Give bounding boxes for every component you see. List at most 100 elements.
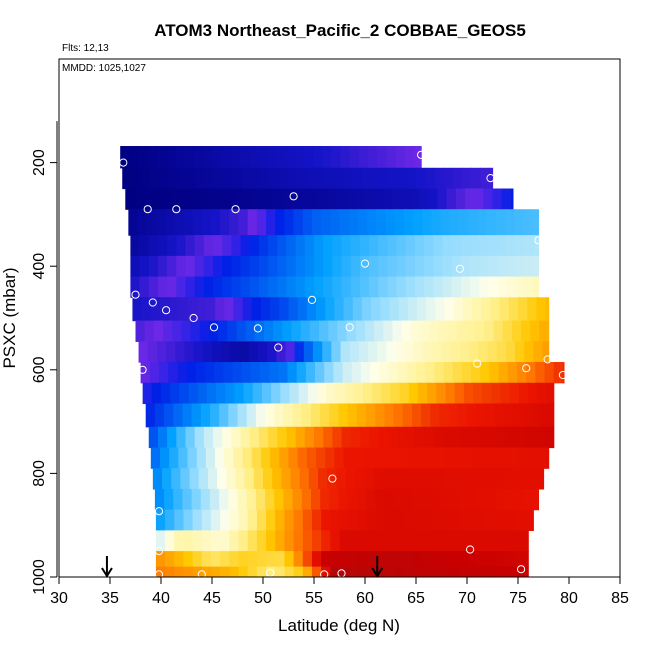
curtain-cell — [187, 297, 198, 322]
curtain-cell — [430, 488, 441, 511]
curtain-cell — [147, 341, 158, 363]
curtain-cell — [358, 341, 369, 363]
curtain-cell — [195, 167, 206, 190]
curtain-cell — [442, 235, 453, 257]
curtain-cell — [477, 509, 487, 531]
curtain-cell — [495, 530, 506, 552]
curtain-cell — [406, 167, 417, 190]
curtain-cell — [350, 255, 361, 278]
curtain-cell — [481, 447, 492, 469]
curtain-cell — [174, 209, 185, 236]
curtain-cell — [163, 320, 173, 342]
curtain-cell — [522, 488, 532, 511]
curtain-cell — [384, 488, 395, 511]
curtain-cell — [319, 320, 329, 342]
curtain-cell — [479, 426, 490, 449]
curtain-cell — [258, 255, 269, 278]
curtain-cell — [152, 468, 163, 490]
curtain-cell — [315, 167, 325, 190]
curtain-cell — [482, 382, 493, 405]
curtain-cell — [329, 403, 340, 428]
curtain-cell — [368, 146, 378, 169]
curtain-cell — [150, 297, 161, 322]
curtain-cell — [199, 320, 210, 342]
curtain-cell — [303, 341, 314, 363]
curtain-cell — [448, 488, 459, 511]
curtain-cell — [530, 320, 541, 342]
curtain-cell — [210, 551, 221, 568]
curtain-cell — [128, 209, 139, 236]
curtain-cell — [195, 362, 206, 384]
curtain-cell — [252, 382, 263, 405]
curtain-cell — [428, 468, 439, 490]
curtain-cell — [316, 297, 326, 322]
x-axis: 30 35 40 45 50 55 60 65 70 75 80 85 — [50, 577, 629, 607]
curtain-cell — [259, 362, 270, 384]
curtain-cell — [301, 403, 312, 428]
curtain-cell — [232, 167, 243, 190]
curtain-cell — [393, 488, 404, 511]
curtain-cell — [439, 403, 450, 428]
curtain-cell — [419, 188, 429, 210]
curtain-cell — [411, 403, 422, 428]
curtain-cell — [230, 146, 241, 169]
curtain-cell — [286, 426, 297, 449]
curtain-cell — [401, 320, 412, 342]
curtain-cell — [346, 320, 357, 342]
curtain-cell — [332, 426, 343, 449]
curtain-cell — [269, 167, 279, 190]
curtain-cell — [403, 209, 414, 236]
curtain-cell — [486, 566, 497, 577]
curtain-cell — [214, 362, 224, 384]
curtain-cell — [460, 235, 471, 257]
curtain-cell — [173, 403, 184, 428]
curtain-cell — [186, 167, 197, 190]
sample-point — [138, 365, 147, 374]
curtain-cell — [397, 362, 408, 384]
curtain-cell — [297, 297, 308, 322]
curtain-cell — [537, 382, 548, 405]
curtain-cell — [515, 235, 526, 257]
curtain-cell — [486, 551, 497, 568]
curtain-cell — [293, 209, 304, 236]
curtain-cell — [396, 426, 407, 449]
sample-point — [274, 343, 283, 352]
curtain-cell — [488, 235, 499, 257]
curtain-cell — [353, 382, 364, 405]
curtain-cell — [229, 509, 240, 531]
curtain-cell — [233, 447, 244, 469]
curtain-cell — [194, 276, 205, 298]
curtain-cell — [198, 188, 209, 210]
curtain-cell — [467, 403, 477, 428]
curtain-cell — [327, 468, 338, 490]
curtain-cell — [534, 255, 539, 278]
curtain-cell — [420, 320, 430, 342]
curtain-cell — [359, 255, 370, 278]
curtain-cell — [341, 235, 352, 257]
curtain-cell — [321, 209, 331, 236]
curtain-cell — [525, 276, 535, 298]
curtain-cell — [419, 468, 429, 490]
curtain-cell — [423, 341, 433, 363]
curtain-cell — [389, 447, 400, 469]
curtain-cell — [506, 255, 517, 278]
curtain-cell — [165, 209, 175, 236]
curtain-cell — [257, 341, 268, 363]
curtain-cell — [139, 235, 150, 257]
curtain-cell — [504, 530, 515, 552]
curtain-cell — [237, 403, 248, 428]
x-tick-label: 60 — [356, 590, 374, 607]
curtain-cell — [157, 255, 168, 278]
curtain-cell — [360, 167, 371, 190]
curtain-cell — [438, 320, 449, 342]
curtain-cell — [462, 297, 473, 322]
curtain-cell — [296, 362, 307, 384]
curtain-cell — [219, 488, 229, 511]
curtain-cell — [513, 530, 524, 552]
curtain-cell — [412, 551, 423, 568]
curtain-cell — [361, 297, 372, 322]
curtain-cell — [481, 297, 492, 322]
dates-annotation: MMDD: 1025,1027 — [62, 63, 146, 74]
curtain-cell — [251, 447, 262, 469]
